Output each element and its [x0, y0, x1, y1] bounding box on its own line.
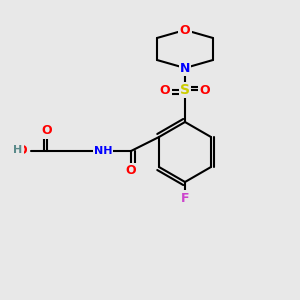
Text: O: O	[180, 23, 190, 37]
Text: O: O	[126, 164, 136, 178]
Text: NH: NH	[94, 146, 112, 156]
Text: N: N	[180, 61, 190, 74]
Text: O: O	[160, 83, 170, 97]
Text: O: O	[16, 145, 27, 158]
Text: H: H	[14, 145, 22, 155]
Text: F: F	[181, 191, 189, 205]
Text: S: S	[180, 83, 190, 97]
Text: O: O	[200, 83, 210, 97]
Text: O: O	[42, 124, 52, 137]
